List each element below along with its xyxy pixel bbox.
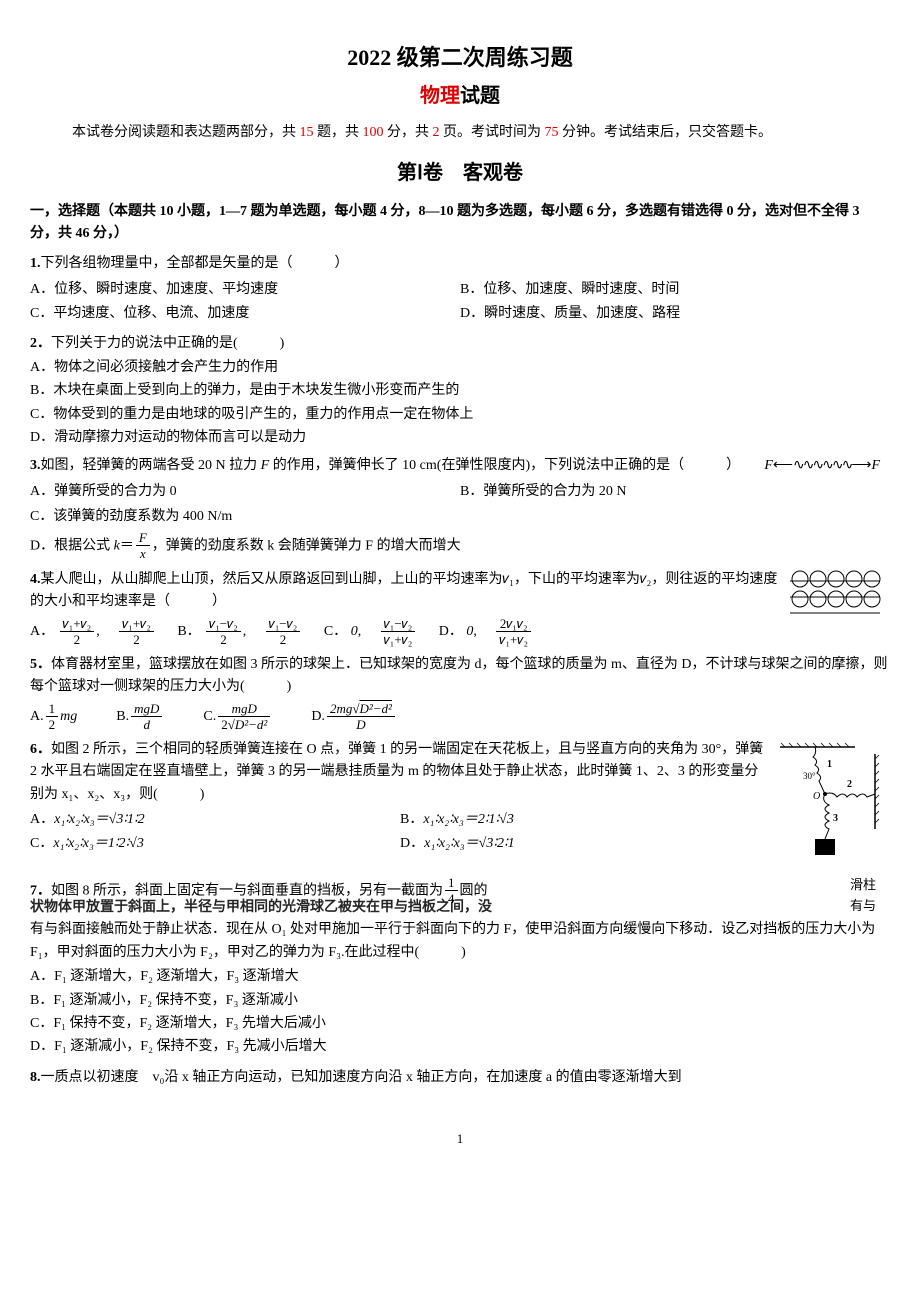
q7-overlap-text: 状物体甲放置于斜面上，半径与甲相同的光滑球乙被夹在甲与挡板之间，没: [30, 897, 890, 919]
three-springs-figure: 1 30° 2 O 3: [775, 739, 885, 869]
q6-opt-b: B．x₁∶x₂∶x₃＝2∶1∶√3: [400, 809, 770, 831]
q3-opt-a: A．弹簧所受的合力为 0: [30, 481, 460, 503]
q5-options: A.12mg B.mgDd C.mgD2√D²−d² D.2mg√D²−d²D: [30, 701, 890, 733]
intro-paragraph: 本试卷分阅读题和表达题两部分，共 15 题，共 100 分，共 2 页。考试时间…: [30, 122, 890, 144]
q3-opt-c: C．该弹簧的劲度系数为 400 N/m: [30, 506, 890, 528]
svg-text:3: 3: [833, 813, 838, 824]
sub-title: 物理试题: [30, 80, 890, 112]
question-4: 4.某人爬山，从山脚爬上山顶，然后又从原路返回到山脚，上山的平均速率为𝑣₁，下山…: [30, 569, 890, 648]
qnum: 1.: [30, 256, 41, 271]
qnum: 7．: [30, 883, 51, 898]
q5-stem: 体育器材室里，篮球摆放在如图 3 所示的球架上．已知球架的宽度为 d，每个篮球的…: [30, 657, 888, 694]
q1-opt-a: A．位移、瞬时速度、加速度、平均速度: [30, 279, 460, 301]
question-6: 1 30° 2 O 3 6．如图 2 所示，三个相同的轻质弹簧连接在 O 点，弹…: [30, 739, 890, 869]
mcq-instructions: 一，选择题（本题共 10 小题，1—7 题为单选题，每小题 4 分，8—10 题…: [30, 201, 890, 246]
qnum: 2．: [30, 336, 51, 351]
question-5: 5．体育器材室里，篮球摆放在如图 3 所示的球架上．已知球架的宽度为 d，每个篮…: [30, 654, 890, 733]
svg-text:1: 1: [827, 759, 832, 770]
question-3: F⟵∿∿∿∿∿∿⟶F 3.如图，轻弹簧的两端各受 20 N 拉力 F 的作用，弹…: [30, 455, 890, 562]
question-7: 滑柱 有与 7．如图 8 所示，斜面上固定有一与斜面垂直的挡板，另有一截面为14…: [30, 875, 890, 1061]
q7-opt-b: B．F₁ 逐渐减小，F₂ 保持不变，F₃ 逐渐减小: [30, 990, 890, 1012]
svg-text:30°: 30°: [803, 771, 816, 781]
q4-options: A． 𝑣₁+𝑣₂2, 𝑣₁+𝑣₂2 B． 𝑣₁−𝑣₂2, 𝑣₁−𝑣₂2 C． 0…: [30, 616, 890, 648]
subject-rest: 试题: [460, 85, 500, 107]
q2-opt-a: A．物体之间必须接触才会产生力的作用: [30, 357, 890, 379]
q6-opt-c: C．x₁∶x₂∶x₃＝1∶2∶√3: [30, 833, 400, 855]
q6-stem: 如图 2 所示，三个相同的轻质弹簧连接在 O 点，弹簧 1 的另一端固定在天花板…: [30, 742, 763, 802]
question-8: 8.一质点以初速度 v₀沿 x 轴正方向运动，已知加速度方向沿 x 轴正方向，在…: [30, 1067, 890, 1089]
q2-opt-b: B．木块在桌面上受到向上的弹力，是由于木块发生微小形变而产生的: [30, 380, 890, 402]
main-title: 2022 级第二次周练习题: [30, 40, 890, 75]
page-number: 1: [30, 1129, 890, 1150]
qnum: 6．: [30, 742, 51, 757]
q1-opt-b: B．位移、加速度、瞬时速度、时间: [460, 279, 890, 301]
q1-stem: 下列各组物理量中，全部都是矢量的是（ ）: [41, 256, 349, 271]
question-1: 1.下列各组物理量中，全部都是矢量的是（ ） A．位移、瞬时速度、加速度、平均速…: [30, 253, 890, 326]
section-1-title: 第Ⅰ卷 客观卷: [30, 157, 890, 189]
q6-opt-d: D．x₁∶x₂∶x₃＝√3∶2∶1: [400, 833, 770, 855]
spring-figure: F⟵∿∿∿∿∿∿⟶F: [764, 455, 880, 477]
q7-opt-c: C．F₁ 保持不变，F₂ 逐渐增大，F₃ 先增大后减小: [30, 1013, 890, 1035]
qnum: 5．: [30, 657, 51, 672]
q6-opt-a: A．x₁∶x₂∶x₃＝√3∶1∶2: [30, 809, 400, 831]
q3-opt-b: B．弹簧所受的合力为 20 N: [460, 481, 890, 503]
q7-opt-d: D．F₁ 逐渐减小，F₂ 保持不变，F₃ 先减小后增大: [30, 1036, 890, 1058]
qnum: 8.: [30, 1070, 41, 1085]
q2-stem: 下列关于力的说法中正确的是( ): [51, 336, 284, 351]
q1-opt-d: D．瞬时速度、质量、加速度、路程: [460, 303, 890, 325]
q1-opt-c: C．平均速度、位移、电流、加速度: [30, 303, 460, 325]
q8-stem: 一质点以初速度 v₀沿 x 轴正方向运动，已知加速度方向沿 x 轴正方向，在加速…: [41, 1070, 682, 1085]
question-2: 2．下列关于力的说法中正确的是( ) A．物体之间必须接触才会产生力的作用 B．…: [30, 333, 890, 450]
basketball-rack-figure: [785, 569, 885, 619]
svg-text:2: 2: [847, 779, 852, 790]
q4-stem: 某人爬山，从山脚爬上山顶，然后又从原路返回到山脚，上山的平均速率为𝑣₁，下山的平…: [30, 572, 777, 609]
qnum: 4.: [30, 572, 41, 587]
qnum: 3.: [30, 458, 41, 473]
q2-opt-d: D．滑动摩擦力对运动的物体而言可以是动力: [30, 427, 890, 449]
q2-opt-c: C．物体受到的重力是由地球的吸引产生的，重力的作用点一定在物体上: [30, 404, 890, 426]
q7-opt-a: A．F₁ 逐渐增大，F₂ 逐渐增大，F₃ 逐渐增大: [30, 966, 890, 988]
svg-text:O: O: [813, 791, 820, 802]
subject-red: 物理: [420, 85, 460, 107]
q3-opt-d: D．根据公式 k＝Fx，弹簧的劲度系数 k 会随弹簧弹力 F 的增大而增大: [30, 530, 890, 562]
